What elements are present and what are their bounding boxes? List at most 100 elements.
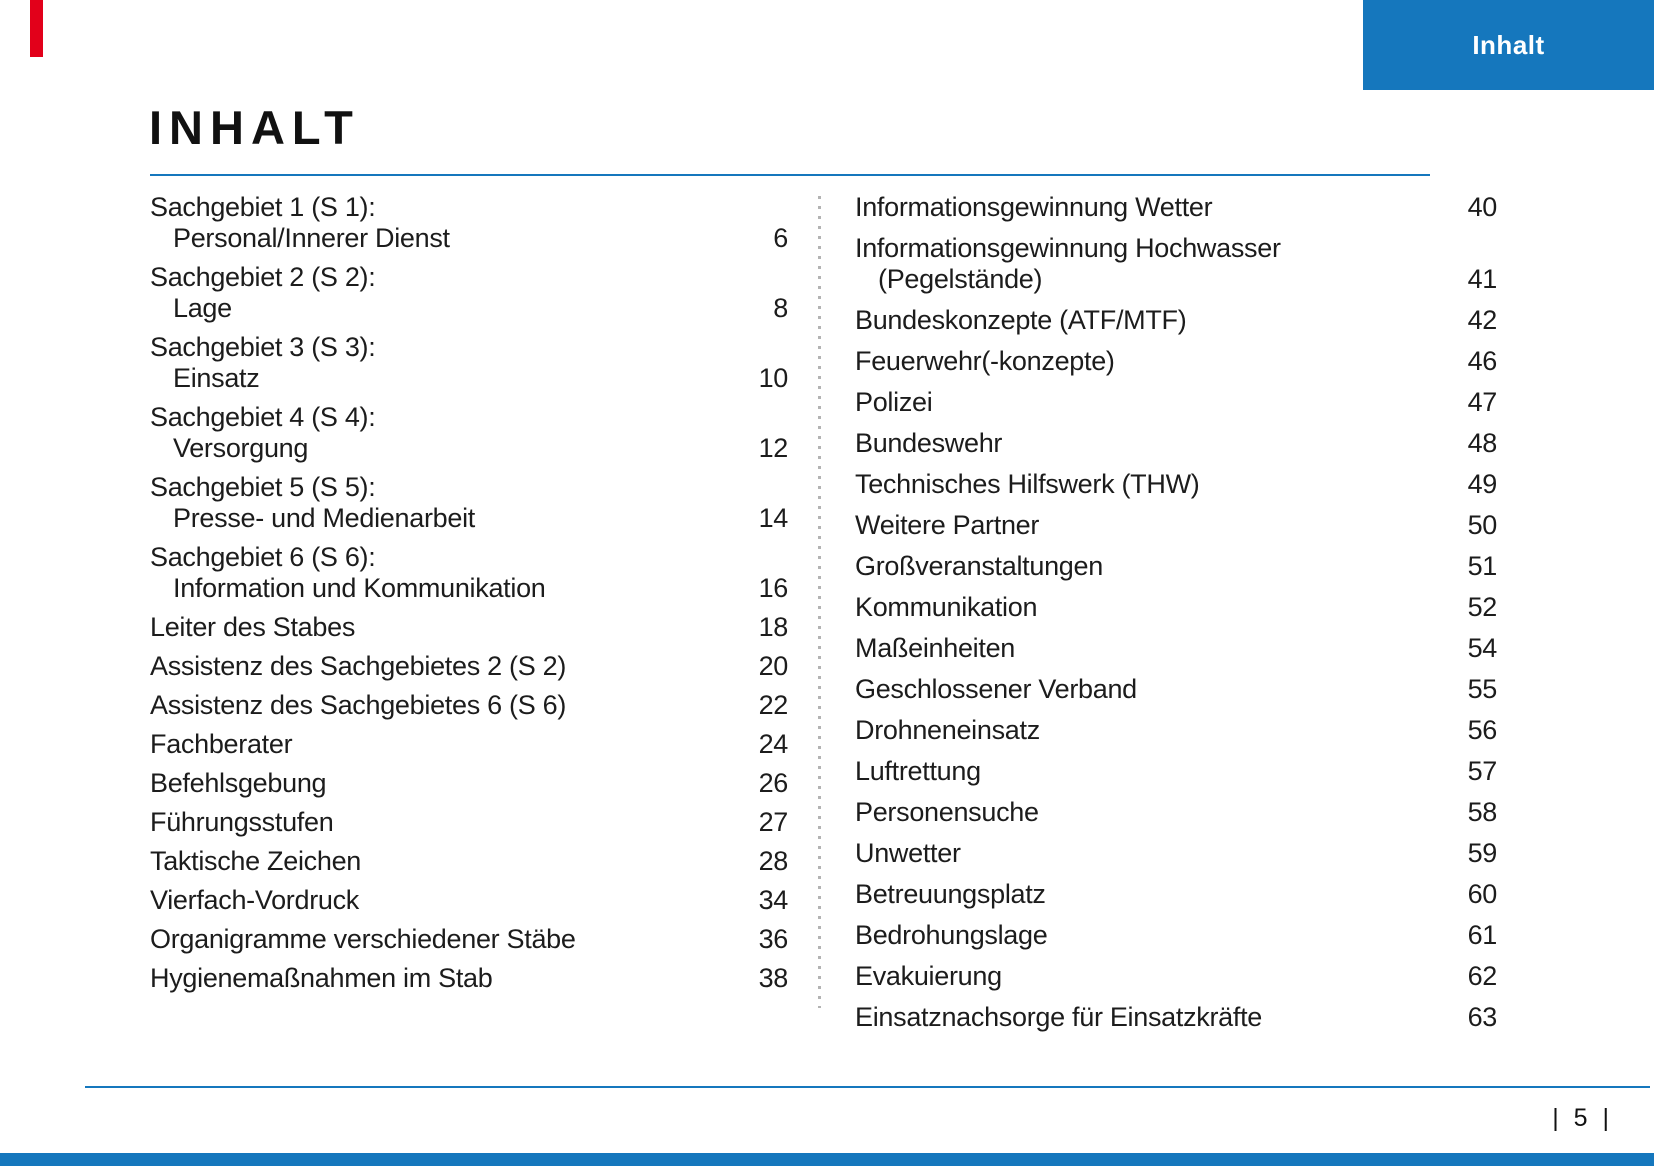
toc-entry-page: 60: [1467, 879, 1498, 909]
toc-entry-text: Sachgebiet 6 (S 6):: [150, 542, 376, 572]
toc-entry[interactable]: Sachgebiet 2 (S 2): Lage 8: [150, 262, 788, 324]
toc-entry-lines: Bundeskonzepte (ATF/MTF): [855, 305, 1187, 336]
toc-entry[interactable]: Führungsstufen 27: [150, 807, 788, 838]
toc-entry-lines: Technisches Hilfswerk (THW): [855, 469, 1200, 500]
toc-entry[interactable]: Geschlossener Verband 55: [855, 674, 1497, 705]
toc-entry[interactable]: Sachgebiet 6 (S 6): Information und Kommu…: [150, 542, 788, 604]
toc-entry[interactable]: Befehlsgebung 26: [150, 768, 788, 799]
toc-entry-text: Sachgebiet 1 (S 1):: [150, 192, 376, 222]
toc-entry[interactable]: Personensuche 58: [855, 797, 1497, 828]
toc-entry[interactable]: Leiter des Stabes 18: [150, 612, 788, 643]
toc-entry-page: 16: [758, 573, 789, 603]
toc-entry-text: Lage: [173, 293, 232, 323]
toc-entry-lines: Kommunikation: [855, 592, 1037, 623]
toc-entry[interactable]: Hygienemaßnahmen im Stab 38: [150, 963, 788, 994]
toc-entry-page: 42: [1467, 305, 1498, 335]
toc-entry[interactable]: Drohneneinsatz 56: [855, 715, 1497, 746]
toc-entry[interactable]: Informationsgewinnung Hochwasser (Pegelst…: [855, 233, 1497, 295]
toc-entry-page: 62: [1467, 961, 1498, 991]
toc-entry-lines: Fachberater: [150, 729, 293, 760]
toc-entry-page: 63: [1467, 1002, 1498, 1032]
dotted-column-divider: [818, 196, 821, 1008]
toc-entry-page: 50: [1467, 510, 1498, 540]
toc-entry-text: Hygienemaßnahmen im Stab: [150, 963, 493, 993]
toc-entry-page: 55: [1467, 674, 1498, 704]
toc-entry-page: 14: [758, 503, 789, 533]
title-divider-rule: [150, 174, 1430, 176]
toc-entry[interactable]: Polizei 47: [855, 387, 1497, 418]
toc-entry-lines: Organigramme verschiedener Stäbe: [150, 924, 576, 955]
red-corner-mark: [30, 0, 43, 57]
toc-entry[interactable]: Sachgebiet 1 (S 1): Personal/Innerer Dien…: [150, 192, 788, 254]
toc-entry-text: Führungsstufen: [150, 807, 334, 837]
toc-entry-text: Assistenz des Sachgebietes 2 (S 2): [150, 651, 567, 681]
toc-entry[interactable]: Sachgebiet 3 (S 3): Einsatz 10: [150, 332, 788, 394]
toc-entry-lines: Leiter des Stabes: [150, 612, 355, 643]
toc-entry-text: Assistenz des Sachgebietes 6 (S 6): [150, 690, 567, 720]
toc-entry-lines: Assistenz des Sachgebietes 2 (S 2): [150, 651, 566, 682]
toc-entry-text: Einsatz: [173, 363, 260, 393]
toc-entry[interactable]: Kommunikation 52: [855, 592, 1497, 623]
chapter-tab-inhalt[interactable]: Inhalt: [1363, 0, 1654, 90]
toc-entry-lines: Sachgebiet 6 (S 6): Information und Kommu…: [150, 542, 546, 604]
toc-entry[interactable]: Organigramme verschiedener Stäbe 36: [150, 924, 788, 955]
toc-entry[interactable]: Bundeskonzepte (ATF/MTF) 42: [855, 305, 1497, 336]
toc-entry-lines: Hygienemaßnahmen im Stab: [150, 963, 493, 994]
toc-entry-page: 10: [758, 363, 789, 393]
toc-entry-text: Sachgebiet 3 (S 3):: [150, 332, 376, 362]
toc-entry[interactable]: Luftrettung 57: [855, 756, 1497, 787]
toc-entry[interactable]: Informationsgewinnung Wetter 40: [855, 192, 1497, 223]
toc-entry[interactable]: Vierfach-Vordruck 34: [150, 885, 788, 916]
toc-entry-text: Maßeinheiten: [855, 633, 1015, 663]
toc-entry[interactable]: Sachgebiet 4 (S 4): Versorgung 12: [150, 402, 788, 464]
toc-entry-text: Sachgebiet 5 (S 5):: [150, 472, 376, 502]
toc-entry-lines: Geschlossener Verband: [855, 674, 1137, 705]
page-title: INHALT: [149, 101, 360, 154]
toc-entry-page: 58: [1467, 797, 1498, 827]
toc-entry[interactable]: Einsatznachsorge für Einsatzkräfte 63: [855, 1002, 1497, 1033]
toc-entry-page: 26: [758, 768, 789, 798]
toc-entry[interactable]: Weitere Partner 50: [855, 510, 1497, 541]
toc-entry[interactable]: Assistenz des Sachgebietes 6 (S 6) 22: [150, 690, 788, 721]
toc-entry-text: Polizei: [855, 387, 933, 417]
toc-entry-text: Feuerwehr(-konzepte): [855, 346, 1115, 376]
toc-entry[interactable]: Betreuungsplatz 60: [855, 879, 1497, 910]
toc-entry-page: 40: [1467, 192, 1498, 222]
toc-entry[interactable]: Assistenz des Sachgebietes 2 (S 2) 20: [150, 651, 788, 682]
toc-entry[interactable]: Feuerwehr(-konzepte) 46: [855, 346, 1497, 377]
toc-left-column: Sachgebiet 1 (S 1): Personal/Innerer Dien…: [150, 192, 788, 994]
toc-entry-page: 56: [1467, 715, 1498, 745]
toc-entry[interactable]: Unwetter 59: [855, 838, 1497, 869]
toc-entry[interactable]: Maßeinheiten 54: [855, 633, 1497, 664]
toc-entry[interactable]: Sachgebiet 5 (S 5): Presse- und Medienarb…: [150, 472, 788, 534]
toc-entry-page: 47: [1467, 387, 1498, 417]
toc-entry-text: Kommunikation: [855, 592, 1038, 622]
toc-entry-text: Leiter des Stabes: [150, 612, 356, 642]
toc-entry-text: Bedrohungslage: [855, 920, 1048, 950]
toc-entry-text: Personensuche: [855, 797, 1039, 827]
toc-entry-lines: Evakuierung: [855, 961, 1002, 992]
toc-entry[interactable]: Taktische Zeichen 28: [150, 846, 788, 877]
toc-entry[interactable]: Bundeswehr 48: [855, 428, 1497, 459]
toc-entry-text: Geschlossener Verband: [855, 674, 1137, 704]
toc-entry-text: Informationsgewinnung Hochwasser: [855, 233, 1281, 263]
toc-entry-page: 52: [1467, 592, 1498, 622]
toc-entry-page: 48: [1467, 428, 1498, 458]
toc-entry-page: 22: [758, 690, 789, 720]
toc-entry[interactable]: Großveranstaltungen 51: [855, 551, 1497, 582]
toc-entry-text: Presse- und Medienarbeit: [173, 503, 475, 533]
toc-entry-text: Unwetter: [855, 838, 961, 868]
toc-entry[interactable]: Technisches Hilfswerk (THW) 49: [855, 469, 1497, 500]
toc-entry[interactable]: Fachberater 24: [150, 729, 788, 760]
page-number: | 5 |: [1552, 1104, 1613, 1132]
toc-entry-lines: Luftrettung: [855, 756, 981, 787]
toc-entry-page: 24: [758, 729, 789, 759]
toc-entry-text: Personal/Innerer Dienst: [173, 223, 450, 253]
toc-entry[interactable]: Evakuierung 62: [855, 961, 1497, 992]
toc-entry-page: 6: [773, 223, 788, 253]
footer-divider-rule: [85, 1086, 1650, 1088]
toc-entry-text: Vierfach-Vordruck: [150, 885, 360, 915]
toc-entry-text: Technisches Hilfswerk (THW): [855, 469, 1200, 499]
toc-entry-text: Weitere Partner: [855, 510, 1040, 540]
toc-entry[interactable]: Bedrohungslage 61: [855, 920, 1497, 951]
